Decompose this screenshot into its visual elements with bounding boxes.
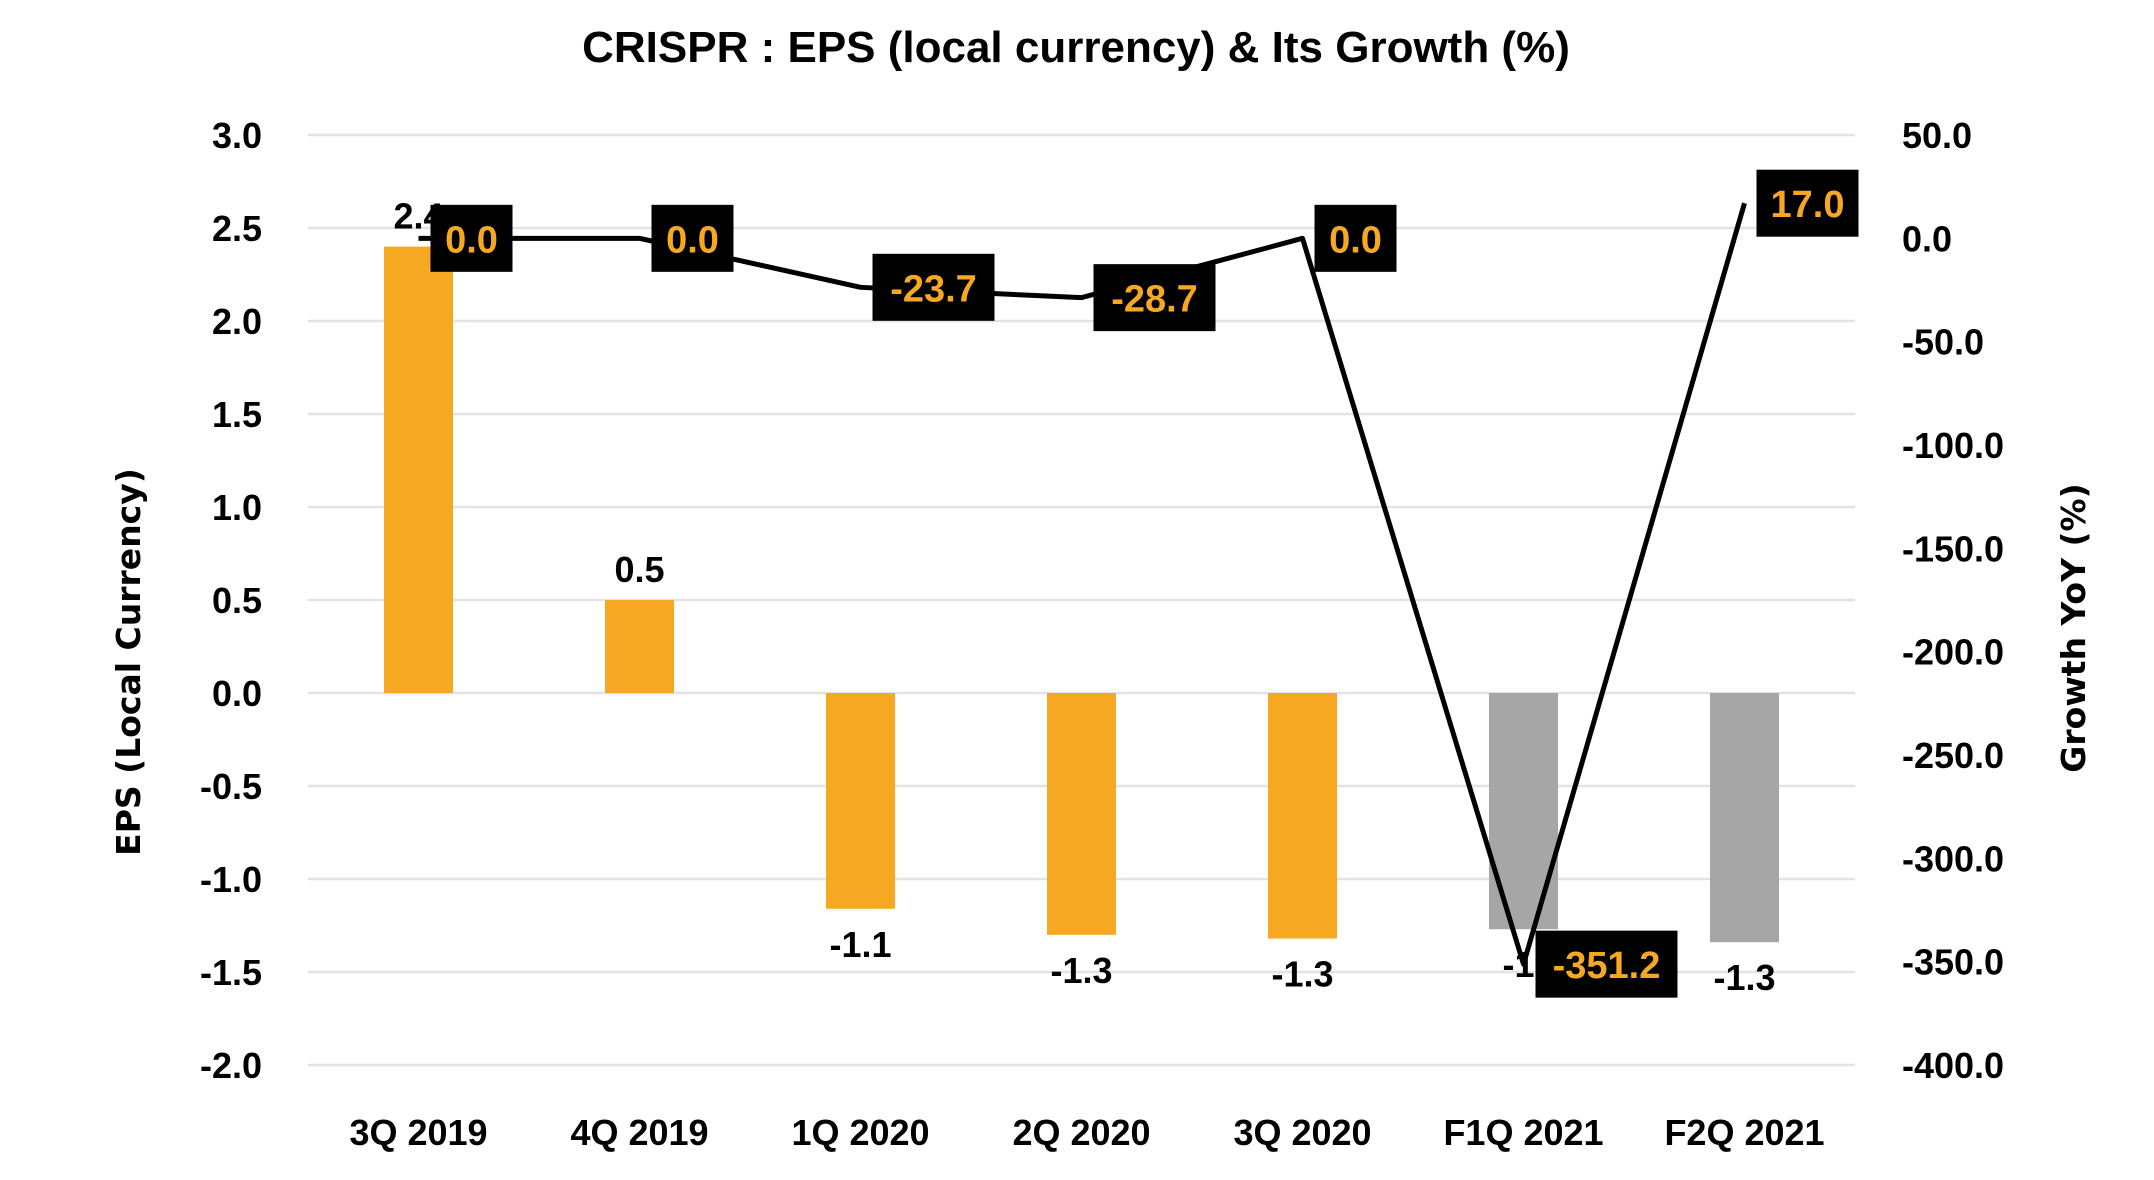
growth-label-box: [872, 253, 995, 321]
eps-bar: [1489, 693, 1558, 930]
growth-label: 17.0: [1771, 184, 1845, 226]
left-axis-tick-label: -2.0: [200, 1045, 262, 1086]
left-axis-tick-label: 3.0: [212, 115, 262, 156]
growth-label: 0.0: [445, 219, 498, 261]
right-axis-tick-label: -100.0: [1902, 425, 2004, 466]
eps-bar: [1268, 693, 1337, 939]
chart-title: CRISPR : EPS (local currency) & Its Grow…: [582, 23, 1570, 72]
eps-bar-label: -1.3: [1713, 957, 1775, 998]
growth-label-box: [430, 204, 513, 272]
eps-bar: [1047, 693, 1116, 935]
growth-label-box: [1535, 930, 1678, 998]
left-axis-tick-label: -1.0: [200, 859, 262, 900]
left-axis-tick-label: 0.5: [212, 580, 262, 621]
eps-bar: [826, 693, 895, 909]
eps-bars: [384, 246, 1779, 943]
growth-label: 0.0: [1329, 219, 1382, 261]
category-label: 2Q 2020: [1012, 1112, 1150, 1153]
left-axis-tick-label: 0.0: [212, 673, 262, 714]
left-axis-tick-label: -1.5: [200, 952, 262, 993]
growth-label: 0.0: [666, 219, 719, 261]
eps-bar: [384, 246, 453, 693]
right-axis-tick-label: -400.0: [1902, 1045, 2004, 1086]
category-label: 4Q 2019: [570, 1112, 708, 1153]
right-axis-tick-label: -350.0: [1902, 942, 2004, 983]
eps-bar-label: 0.5: [614, 549, 664, 590]
growth-label: -351.2: [1553, 945, 1661, 987]
category-label: F1Q 2021: [1443, 1112, 1603, 1153]
left-axis-ticks: 3.0 2.5 2.0 1.5 1.0 0.5 0.0 -0.5 -1.0 -1.5 -2.0: [200, 115, 262, 1086]
growth-label-box: [651, 204, 734, 272]
growth-label-box: [1093, 264, 1216, 332]
left-axis-tick-label: 1.0: [212, 487, 262, 528]
eps-bar: [605, 600, 674, 693]
right-axis-tick-label: 50.0: [1902, 115, 1972, 156]
left-axis-tick-label: 2.0: [212, 301, 262, 342]
growth-label-box: [1756, 169, 1859, 237]
left-axis-tick-label: 2.5: [212, 208, 262, 249]
eps-bar: [1710, 693, 1779, 943]
category-label: 3Q 2019: [349, 1112, 487, 1153]
growth-label: -28.7: [1111, 279, 1198, 321]
right-axis-title: Growth YoY (%): [2054, 483, 2093, 772]
right-axis-tick-label: -250.0: [1902, 735, 2004, 776]
category-label: 1Q 2020: [791, 1112, 929, 1153]
category-axis-labels: 3Q 2019 4Q 2019 1Q 2020 2Q 2020 3Q 2020 F1Q 2…: [349, 1112, 1824, 1153]
right-axis-tick-label: -300.0: [1902, 838, 2004, 879]
growth-label-box: [1314, 204, 1397, 272]
left-axis-title: EPS (Local Currency): [109, 468, 148, 856]
eps-bar-label: -1.3: [1050, 950, 1112, 991]
category-label: 3Q 2020: [1233, 1112, 1371, 1153]
right-axis-tick-label: 0.0: [1902, 218, 1952, 259]
growth-label: -23.7: [890, 268, 977, 310]
right-axis-ticks: 50.0 0.0 -50.0 -100.0 -150.0 -200.0 -250.0 -300…: [1902, 115, 2004, 1086]
eps-bar-label: -1.1: [829, 924, 891, 965]
growth-line-layer: [418, 202, 1747, 967]
left-axis-tick-label: 1.5: [212, 394, 262, 435]
right-axis-tick-label: -150.0: [1902, 528, 2004, 569]
eps-bar-label: -1.3: [1271, 954, 1333, 995]
left-axis-tick-label: -0.5: [200, 766, 262, 807]
category-label: F2Q 2021: [1664, 1112, 1824, 1153]
growth-line-labels: 0.0 0.0 -23.7 -28.7 0.0 -351.2 17.0: [430, 169, 1859, 998]
right-axis-tick-label: -200.0: [1902, 632, 2004, 673]
right-axis-tick-label: -50.0: [1902, 322, 1984, 363]
